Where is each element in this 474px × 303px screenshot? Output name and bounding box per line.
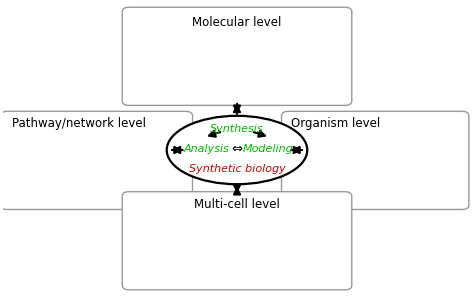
Text: Modeling: Modeling <box>243 145 293 155</box>
Text: ⇔: ⇔ <box>231 143 243 156</box>
FancyBboxPatch shape <box>122 192 352 290</box>
Text: Multi-cell level: Multi-cell level <box>194 198 280 211</box>
FancyBboxPatch shape <box>122 7 352 105</box>
Text: Molecular level: Molecular level <box>192 16 282 29</box>
Text: Synthesis: Synthesis <box>210 125 264 135</box>
Ellipse shape <box>167 116 307 184</box>
FancyBboxPatch shape <box>0 111 192 209</box>
FancyBboxPatch shape <box>282 111 469 209</box>
Text: Synthetic biology: Synthetic biology <box>189 164 285 174</box>
Text: Analysis: Analysis <box>183 145 229 155</box>
Text: Organism level: Organism level <box>291 117 380 130</box>
Text: Pathway/network level: Pathway/network level <box>12 117 146 130</box>
